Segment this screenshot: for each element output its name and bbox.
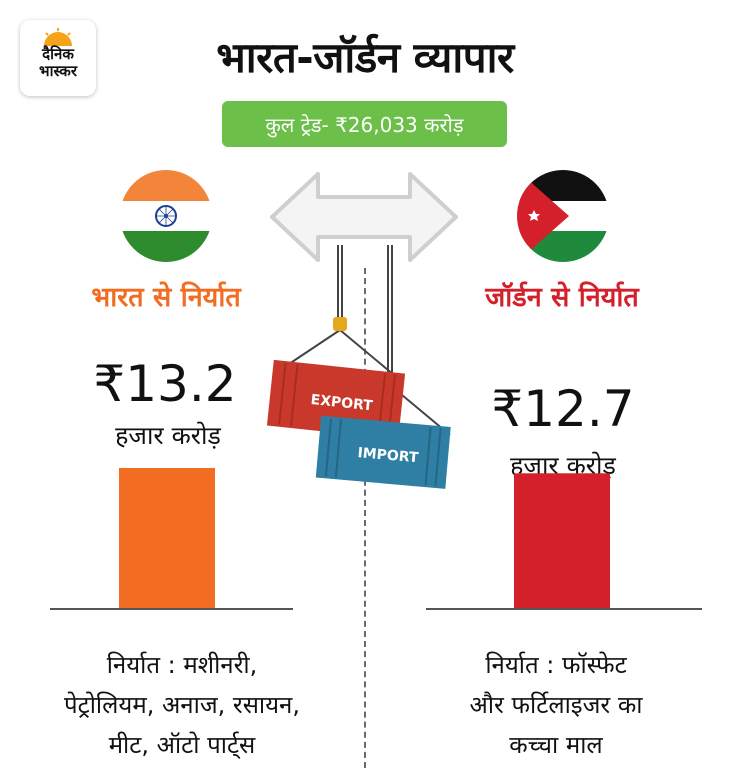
page-title: भारत-जॉर्डन व्यापार <box>216 33 514 82</box>
india-flag-icon <box>120 170 212 262</box>
jordan-flag-icon <box>517 170 609 262</box>
import-container-label: IMPORT <box>357 445 420 466</box>
jordan-export-bar <box>514 473 610 608</box>
center-divider <box>364 268 366 768</box>
jordan-desc-line: निर्यात : फॉस्फेट <box>485 651 627 679</box>
jordan-bar-baseline <box>426 608 702 610</box>
india-desc-line: पेट्रोलियम, अनाज, रसायन, <box>63 691 301 719</box>
jordan-desc-line: कच्चा माल <box>509 731 603 759</box>
trade-double-arrow-icon <box>270 172 458 262</box>
sun-logo-icon <box>44 28 72 46</box>
total-trade-badge: कुल ट्रेड- ₹26,033 करोड़ <box>222 101 507 147</box>
india-export-unit: हजार करोड़ <box>115 421 221 450</box>
brand-line-2: भास्कर <box>39 62 77 80</box>
india-bar-baseline <box>50 608 293 610</box>
india-desc-line: मीट, ऑटो पार्ट्स <box>108 731 256 759</box>
export-container-label: EXPORT <box>310 392 374 414</box>
jordan-export-heading: जॉर्डन से निर्यात <box>485 282 639 313</box>
india-export-description: निर्यात : मशीनरी, पेट्रोलियम, अनाज, रसाय… <box>22 645 342 765</box>
jordan-export-value: ₹12.7 <box>491 380 635 438</box>
brand-logo: दैनिक भास्कर <box>20 20 96 96</box>
shipping-containers-illustration: EXPORT IMPORT <box>266 245 451 489</box>
brand-line-1: दैनिक <box>42 45 74 63</box>
jordan-desc-line: और फर्टिलाइजर का <box>469 691 643 719</box>
india-export-heading: भारत से निर्यात <box>91 282 241 313</box>
jordan-export-unit: हजार करोड़ <box>510 451 616 480</box>
india-export-value: ₹13.2 <box>93 355 237 413</box>
jordan-export-description: निर्यात : फॉस्फेट और फर्टिलाइजर का कच्चा… <box>396 645 716 765</box>
india-export-bar <box>119 468 215 608</box>
india-desc-line: निर्यात : मशीनरी, <box>106 651 258 679</box>
